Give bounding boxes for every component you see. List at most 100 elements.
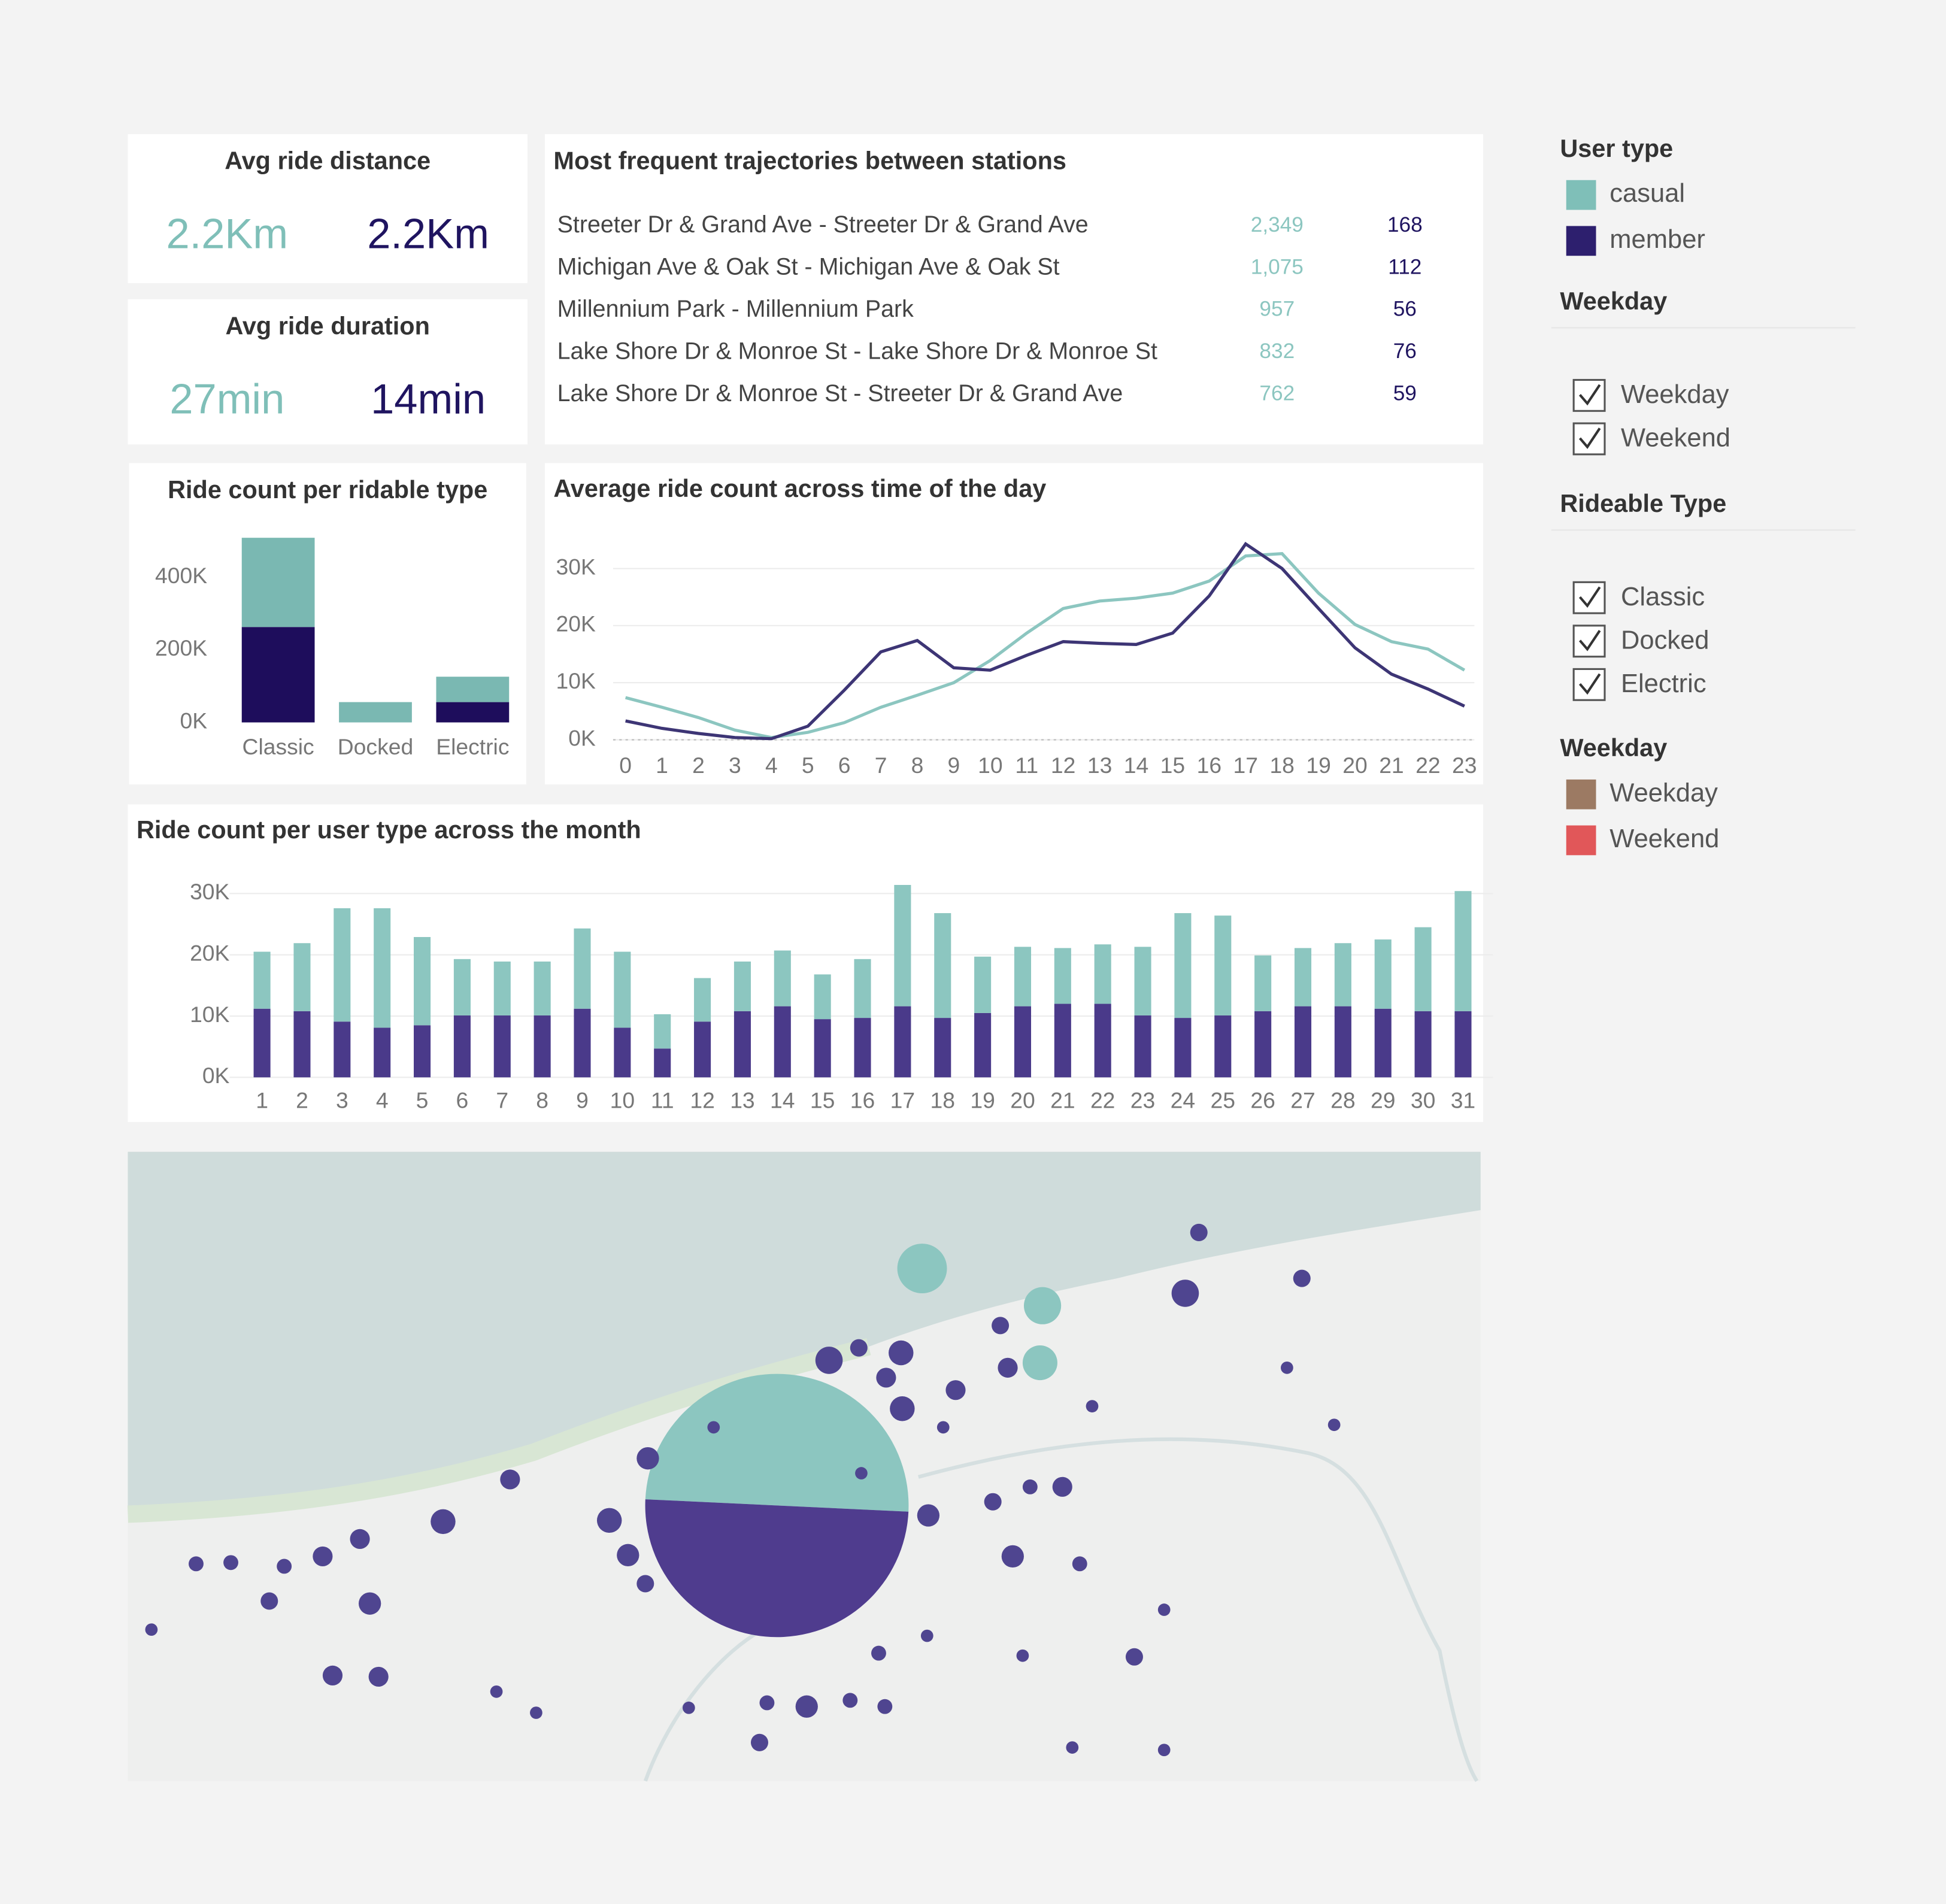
- x-tick-label: 5: [802, 753, 814, 778]
- bar-segment: [293, 1011, 311, 1078]
- line-series: [625, 541, 1465, 741]
- x-tick-label: 8: [911, 753, 924, 778]
- bar-segment: [1134, 1015, 1151, 1078]
- station-bubbles: [145, 1223, 1341, 1757]
- bar-segment: [253, 951, 271, 1009]
- member-count: 56: [1393, 298, 1417, 321]
- x-tick-label: 6: [838, 753, 851, 778]
- checkmark: [1578, 630, 1601, 651]
- x-tick-label: 5: [416, 1088, 429, 1113]
- station-bubble: [645, 1374, 909, 1512]
- x-tick-label: 26: [1250, 1088, 1275, 1113]
- bar-segment: [1094, 1003, 1111, 1078]
- member-count: 112: [1388, 255, 1421, 278]
- x-tick-label: 29: [1371, 1088, 1396, 1113]
- bar-segment: [1174, 1018, 1192, 1078]
- filter-title: Rideable Type: [1560, 489, 1726, 517]
- kpi-value: 14min: [371, 375, 486, 422]
- bar-segment: [293, 943, 311, 1011]
- legend-label: Weekday: [1609, 778, 1718, 807]
- table-title: Most frequent trajectories between stati…: [553, 147, 1066, 175]
- x-tick-label: 14: [770, 1088, 795, 1113]
- bar-segment: [614, 951, 631, 1028]
- checkmark: [1578, 673, 1601, 695]
- y-tick-label: 10K: [556, 668, 596, 693]
- x-tick-label: 31: [1451, 1088, 1475, 1113]
- bar-segment: [1414, 927, 1432, 1011]
- legend-label: member: [1609, 225, 1705, 254]
- bar-segment: [814, 974, 831, 1020]
- bar-segment: [1374, 939, 1392, 1009]
- checkbox[interactable]: [1572, 378, 1606, 412]
- bar-segment: [1334, 943, 1351, 1006]
- checkbox-label[interactable]: Weekend: [1621, 423, 1730, 452]
- checkbox[interactable]: [1572, 668, 1606, 701]
- bar-segment: [1294, 948, 1312, 1006]
- bar-segment: [1014, 1006, 1032, 1078]
- filter-panel: [1545, 124, 1862, 888]
- bar-segment: [1454, 1011, 1472, 1078]
- member-count: 76: [1393, 339, 1417, 363]
- bar-segment: [534, 961, 551, 1015]
- bar-segment: [894, 884, 911, 1006]
- x-tick-label: 0: [619, 753, 632, 778]
- checkbox-label[interactable]: Classic: [1621, 583, 1705, 611]
- bar-segment: [694, 978, 711, 1022]
- bar-segment: [253, 1008, 271, 1078]
- y-tick-label: 10K: [190, 1002, 229, 1027]
- x-tick-label: 11: [651, 1088, 674, 1113]
- chart-title: Ride count per ridable type: [168, 475, 487, 504]
- station-pair: Streeter Dr & Grand Ave - Streeter Dr & …: [557, 211, 1089, 238]
- filter-title: Weekday: [1560, 287, 1667, 315]
- casual-count: 2,349: [1251, 213, 1304, 237]
- bar-segment: [1054, 948, 1071, 1004]
- x-tick-label: 23: [1452, 753, 1477, 778]
- legend-label: Weekend: [1609, 824, 1719, 853]
- bar-segment: [534, 1015, 551, 1078]
- checkbox[interactable]: [1572, 624, 1606, 658]
- bar-segment: [334, 1021, 351, 1078]
- x-tick-label: 30: [1411, 1088, 1436, 1113]
- casual-count: 762: [1259, 382, 1295, 405]
- x-tick-label: 13: [730, 1088, 755, 1113]
- legend-title: Weekday: [1560, 733, 1667, 762]
- chart-panel: [128, 804, 1483, 1122]
- bar-segment: [1094, 944, 1111, 1004]
- x-tick-label: 2: [296, 1088, 308, 1113]
- x-tick-label: 3: [729, 753, 741, 778]
- x-tick-label: 10: [610, 1088, 635, 1113]
- x-tick-label: 9: [948, 753, 960, 778]
- x-tick-label: Docked: [338, 734, 413, 759]
- y-tick-label: 0K: [180, 708, 208, 733]
- checkbox[interactable]: [1572, 581, 1606, 614]
- x-tick-label: 19: [970, 1088, 995, 1113]
- kpi-value: 2.2Km: [367, 210, 489, 257]
- map-river: [643, 1624, 771, 1782]
- bar-segment: [574, 1008, 591, 1078]
- chart-title: Ride count per user type across the mont…: [137, 815, 641, 844]
- kpi-value: 2.2Km: [166, 210, 288, 257]
- y-tick-label: 400K: [155, 563, 207, 588]
- kpi-title: Avg ride distance: [225, 147, 431, 175]
- checkbox-label[interactable]: Electric: [1621, 669, 1706, 698]
- bar-segment: [493, 1015, 511, 1078]
- y-tick-label: 0K: [568, 725, 596, 750]
- x-tick-label: 7: [875, 753, 887, 778]
- table-panel: [544, 134, 1483, 445]
- kpi-panel: [128, 299, 528, 445]
- chart-title: Average ride count across time of the da…: [553, 474, 1046, 502]
- bar-segment: [374, 908, 391, 1028]
- bar-segment: [436, 677, 510, 702]
- x-tick-label: 24: [1171, 1088, 1196, 1113]
- bar-segment: [1014, 947, 1032, 1006]
- legend-label: casual: [1609, 179, 1685, 208]
- x-tick-label: 2: [692, 753, 705, 778]
- checkbox-label[interactable]: Docked: [1621, 626, 1709, 654]
- x-tick-label: 23: [1130, 1088, 1156, 1113]
- checkbox[interactable]: [1572, 422, 1606, 456]
- checkmark: [1578, 586, 1601, 608]
- bar-segment: [241, 538, 315, 627]
- checkbox-label[interactable]: Weekday: [1621, 380, 1729, 409]
- bar-segment: [414, 1025, 431, 1078]
